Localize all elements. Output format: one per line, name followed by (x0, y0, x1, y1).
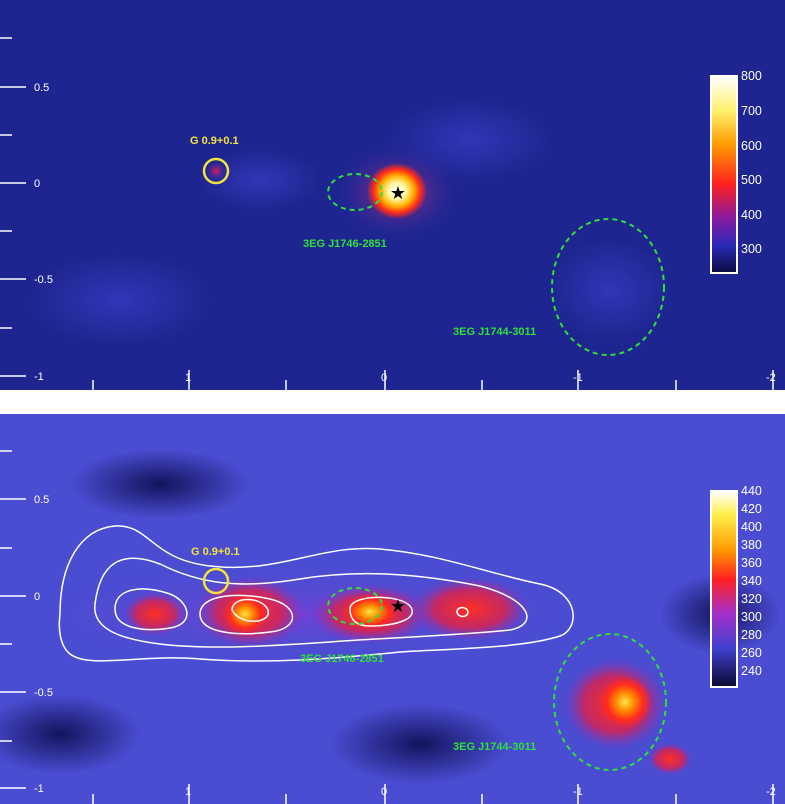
x-tick-label: -1 (573, 786, 583, 798)
g09-circle (202, 157, 230, 185)
y-tick-label: 0 (34, 178, 40, 190)
sgr-a-star-icon: ★ (390, 596, 406, 617)
x-tick-label: -2 (766, 372, 776, 384)
ridge-emission (410, 577, 530, 641)
x-tick-label: 1 (185, 372, 191, 384)
colorbar-label: 600 (741, 139, 762, 153)
g09-label: G 0.9+0.1 (191, 546, 240, 558)
significance-map-top: G 0.9+0.1 3EG J1746-2851 3EG J1744-3011 … (0, 0, 785, 390)
x-axis-bottom: 1 0 -1 -2 (92, 784, 776, 804)
map-top-svg: G 0.9+0.1 3EG J1746-2851 3EG J1744-3011 … (0, 0, 785, 390)
colorbar-label: 300 (741, 242, 762, 256)
y-tick-label: 0 (34, 591, 40, 603)
gc-source (367, 163, 427, 219)
g09-circle (202, 567, 230, 595)
egret-1746-label: 3EG J1746-2851 (300, 653, 384, 665)
colorbar-label: 800 (741, 69, 762, 83)
egret-1744-ellipse (553, 633, 667, 771)
colorbar-label: 400 (741, 208, 762, 222)
diffuse-emission (550, 240, 670, 340)
g09-label: G 0.9+0.1 (190, 135, 239, 147)
colorbar-label: 420 (741, 502, 762, 516)
map-bottom-svg: G 0.9+0.1 3EG J1746-2851 3EG J1744-3011 … (0, 414, 785, 804)
colorbar-label: 500 (741, 173, 762, 187)
x-axis-top: 1 0 -1 -2 (92, 370, 776, 390)
colorbar-label: 260 (741, 646, 762, 660)
colorbar-label: 400 (741, 520, 762, 534)
y-axis-bottom: 0.5 0 -0.5 -1 (0, 450, 53, 795)
colorbar-label: 320 (741, 592, 762, 606)
diffuse-emission (200, 150, 320, 210)
colorbar-bottom: 440 420 400 380 360 340 320 300 280 260 … (710, 484, 762, 688)
x-tick-label: 0 (381, 372, 387, 384)
y-tick-label: 0.5 (34, 82, 49, 94)
significance-map-bottom: G 0.9+0.1 3EG J1746-2851 3EG J1744-3011 … (0, 414, 785, 804)
egret-1744-label: 3EG J1744-3011 (453, 326, 536, 338)
low-emission (70, 449, 250, 519)
colorbar-label: 360 (741, 556, 762, 570)
egret-1746-ellipse (327, 173, 383, 211)
g09-emission (206, 161, 226, 181)
y-tick-label: -1 (34, 371, 44, 383)
egret-1744-emission (648, 743, 692, 775)
colorbar-label: 700 (741, 104, 762, 118)
y-tick-label: -0.5 (34, 687, 53, 699)
colorbar-top: 800 700 600 500 400 300 (710, 69, 762, 274)
colorbar-label: 340 (741, 574, 762, 588)
ridge-emission (123, 592, 187, 636)
egret-1744-label: 3EG J1744-3011 (453, 741, 536, 753)
egret-1746-label: 3EG J1746-2851 (303, 238, 387, 250)
x-tick-label: 0 (381, 786, 387, 798)
egret-1744-ellipse (551, 218, 665, 356)
y-tick-label: -1 (34, 783, 44, 795)
colorbar-label: 300 (741, 610, 762, 624)
ridge-emission (342, 594, 398, 630)
contour-lines (58, 525, 574, 662)
x-tick-label: -1 (573, 372, 583, 384)
colorbar-label: 240 (741, 664, 762, 678)
colorbar-label: 280 (741, 628, 762, 642)
diffuse-emission (30, 255, 210, 345)
egret-1744-emission (599, 676, 651, 728)
sgr-a-star-icon: ★ (390, 183, 406, 204)
x-tick-label: 1 (185, 786, 191, 798)
colorbar-label: 440 (741, 484, 762, 498)
egret-1746-ellipse (327, 587, 383, 625)
low-emission (330, 704, 510, 784)
colorbar-label: 380 (741, 538, 762, 552)
x-tick-label: -2 (766, 786, 776, 798)
y-tick-label: -0.5 (34, 274, 53, 286)
y-tick-label: 0.5 (34, 494, 49, 506)
y-axis-top: 0.5 0 -0.5 -1 (0, 37, 53, 383)
low-emission (0, 694, 140, 774)
